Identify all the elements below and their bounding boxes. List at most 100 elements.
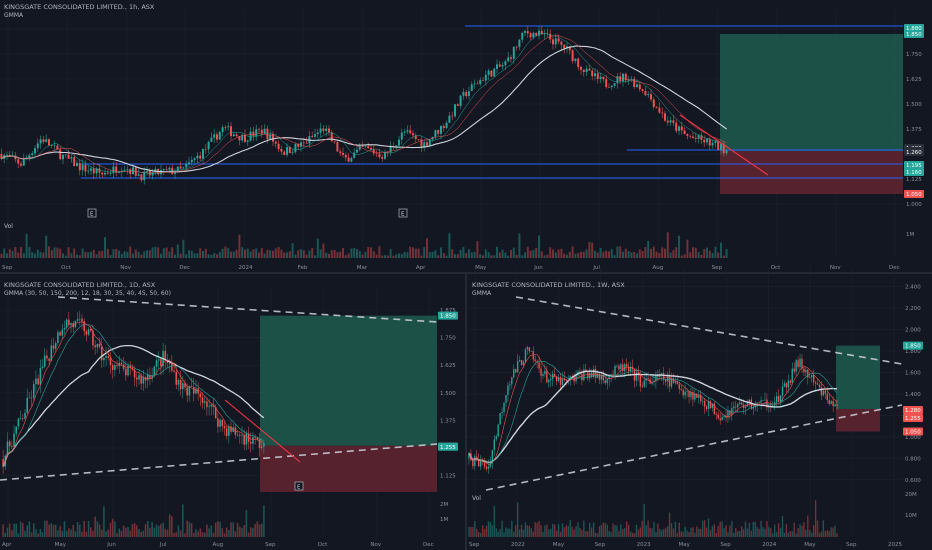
- panel-1d-candle: [100, 346, 103, 361]
- panel-1d-volume-bar: [162, 522, 164, 537]
- panel-1d-volume-bar: [79, 524, 81, 537]
- panel-1h-candle: [106, 172, 109, 174]
- panel-1h-volume-bar: [171, 247, 174, 258]
- panel-1w-volume-bar: [536, 522, 538, 537]
- panel-1w-volume-bar: [723, 528, 725, 537]
- panel-1h-volume-bar: [678, 235, 680, 258]
- panel-1d-candle: [168, 362, 171, 364]
- panel-1h-price-label: 1.050: [906, 192, 922, 198]
- panel-1d-volume-bar: [72, 524, 74, 537]
- panel-1w-volume-bar: [629, 531, 632, 537]
- panel-1d-volume-bar: [52, 524, 55, 537]
- panel-1h-volume-bar: [372, 251, 375, 258]
- panel-1d-candle: [28, 397, 31, 399]
- panel-1h-volume-bar: [286, 252, 288, 258]
- panel-1w-candle: [639, 374, 642, 387]
- earnings-marker[interactable]: E: [90, 212, 94, 218]
- panel-1h-volume-bar: [686, 239, 689, 258]
- panel-1h-volume-bar: [328, 253, 330, 258]
- panel-1h-x-tick: Jun: [533, 265, 543, 271]
- panel-1w-candle: [801, 358, 803, 369]
- panel-1d-volume-bar: [87, 520, 90, 537]
- panel-1h-candle: [188, 162, 190, 164]
- panel-1h-candle: [563, 44, 566, 49]
- panel-1w-candle: [501, 411, 503, 414]
- panel-1d-candle: [54, 343, 57, 349]
- panel-1w-volume-bar: [532, 531, 534, 537]
- panel-1d-volume-bar: [30, 532, 33, 537]
- panel-1w-candle: [735, 406, 737, 408]
- panel-1h-candle: [669, 120, 672, 123]
- panel-1w-x-tick: Sep: [720, 542, 731, 548]
- panel-1h-volume-bar: [518, 233, 521, 258]
- panel-1w-candle: [822, 390, 825, 396]
- panel-1d-volume-bar: [201, 532, 204, 537]
- panel-1h-candle: [571, 50, 574, 62]
- panel-1h-volume-bar: [176, 244, 179, 258]
- earnings-marker[interactable]: E: [401, 212, 405, 218]
- panel-1d-volume-bar: [228, 529, 230, 537]
- panel-1h-candle: [185, 163, 188, 168]
- panel-1d-volume-bar: [234, 531, 237, 537]
- earnings-marker-box[interactable]: [294, 481, 304, 491]
- panel-1h-candle: [213, 134, 216, 138]
- panel-1w-candle: [565, 380, 568, 381]
- panel-1h-volume-bar: [263, 253, 266, 258]
- panel-1w-candle: [830, 401, 832, 404]
- panel-1d-volume-bar: [217, 521, 219, 537]
- panel-1h-volume-bar: [241, 247, 244, 258]
- panel-1w-volume-bar: [608, 530, 610, 537]
- panel-1h-volume-bar: [431, 251, 434, 258]
- panel-1h-volume-bar: [126, 251, 129, 258]
- panel-1w-volume-bar: [538, 521, 540, 537]
- panel-1h-candle: [697, 135, 700, 139]
- panel-1w-volume-bar: [668, 512, 671, 537]
- earnings-marker[interactable]: E: [297, 485, 301, 491]
- panel-1h-candle: [532, 32, 535, 38]
- panel-1h-candle: [465, 92, 468, 96]
- panel-1h-candle: [608, 87, 610, 88]
- earnings-marker-box[interactable]: [87, 208, 97, 218]
- panel-1d-candle: [223, 426, 226, 429]
- panel-1w-volume-bar: [703, 520, 706, 537]
- panel-1w-volume-bar: [499, 529, 501, 537]
- panel-1h-candle: [132, 167, 134, 175]
- panel-1h-candle: [540, 30, 543, 35]
- panel-1h-candle: [263, 128, 266, 134]
- panel-1d-candle: [48, 358, 50, 361]
- panel-1h-candle: [70, 157, 73, 159]
- panel-1h-candle: [672, 120, 675, 123]
- panel-1h-volume-bar: [358, 250, 361, 258]
- panel-1w-volume-bar: [676, 533, 679, 537]
- panel-1w-volume-bar: [661, 530, 663, 537]
- panel-1h-volume-bar: [571, 246, 574, 258]
- panel-1w-candle: [540, 368, 542, 376]
- panel-1w-volume-bar: [491, 525, 494, 537]
- panel-1h-volume-bar: [76, 254, 78, 258]
- panel-1h-candle: [364, 146, 367, 147]
- panel-1h-volume-bar: [277, 246, 280, 258]
- panel-1h-candle: [179, 166, 182, 169]
- panel-1h-candle: [501, 65, 504, 67]
- panel-1w-volume-bar: [678, 522, 680, 537]
- panel-1w-candle: [787, 380, 790, 388]
- panel-1h-volume-bar: [255, 248, 258, 258]
- panel-1d-volume-bar: [236, 522, 239, 537]
- panel-1w-volume-bar: [832, 527, 834, 537]
- panel-1w-volume-bar: [627, 524, 630, 537]
- panel-1w-volume-bar: [696, 526, 698, 537]
- earnings-marker-box[interactable]: [398, 208, 408, 218]
- panel-1h-price-label-box: [904, 148, 924, 156]
- panel-1w-volume-bar: [550, 528, 552, 537]
- panel-1h-volume-bar: [87, 252, 90, 258]
- panel-1d-volume-bar: [8, 523, 11, 537]
- panel-1w-candle: [818, 384, 821, 388]
- panel-1w-volume-bar: [826, 530, 828, 537]
- panel-1d-candle: [188, 386, 191, 396]
- panel-1h-volume-bar: [515, 254, 518, 258]
- panel-1h-candle: [596, 73, 599, 79]
- panel-1h-x-tick: 2024: [239, 265, 253, 271]
- panel-1h-volume-bar: [403, 251, 406, 258]
- panel-1d-volume-bar: [35, 529, 37, 537]
